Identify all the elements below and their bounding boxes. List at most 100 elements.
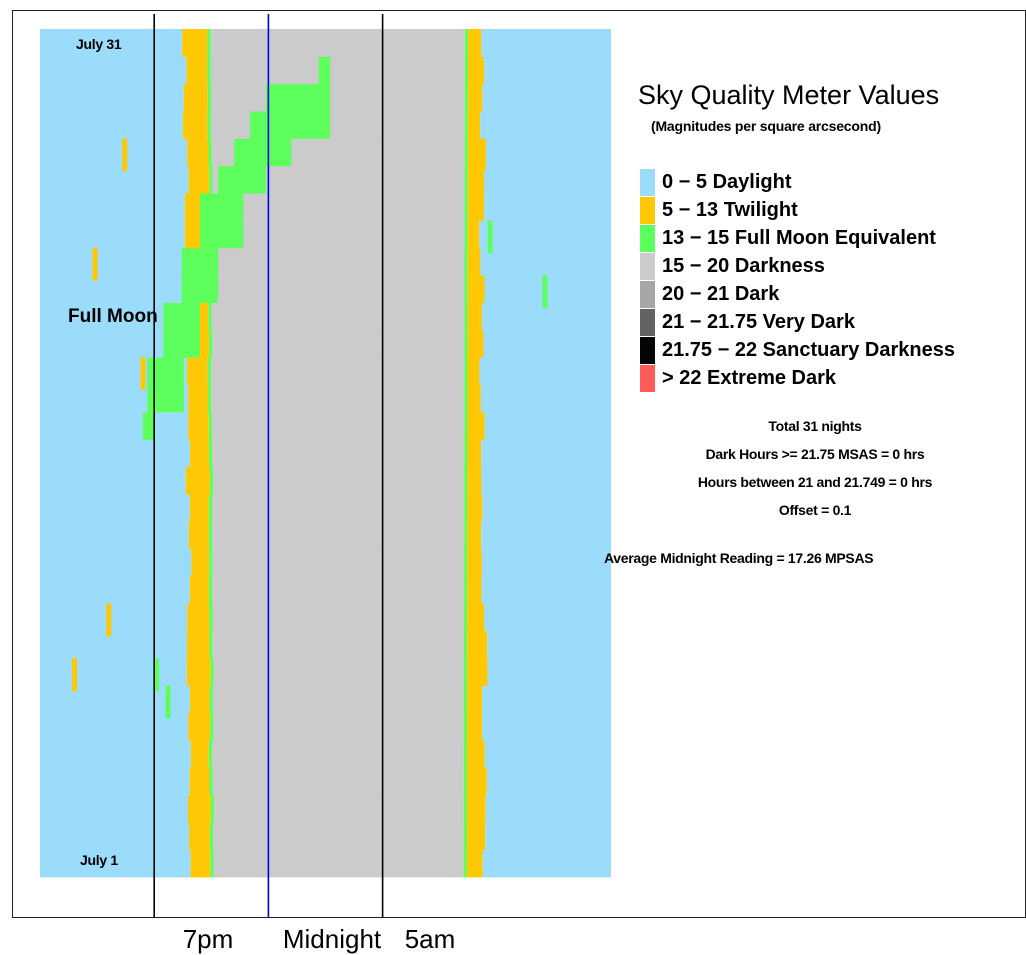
moon-equivalent-cell — [209, 685, 213, 714]
twilight-cell — [467, 685, 483, 714]
daylight-cell — [484, 411, 611, 440]
date-label-top: July 31 — [76, 36, 122, 52]
moon-equivalent-cell — [464, 521, 468, 550]
daylight-cell — [40, 247, 187, 276]
darkness-cell — [210, 29, 465, 57]
twilight-cell — [190, 849, 211, 878]
twilight-cell — [466, 767, 487, 796]
darkness-cell — [211, 247, 465, 276]
twilight-cell — [467, 165, 485, 194]
moon-equivalent-cell — [208, 384, 212, 413]
twilight-cell — [187, 603, 210, 632]
moon-equivalent-cell — [147, 384, 184, 413]
darkness-cell — [212, 439, 465, 468]
moon-equivalent-cell — [209, 767, 213, 796]
daylight-cell — [484, 603, 611, 632]
moon-equivalent-cell — [464, 494, 468, 522]
moon-equivalent-cell — [207, 56, 211, 85]
twilight-cell — [467, 411, 485, 440]
legend-label: 5 − 13 Twilight — [662, 198, 798, 221]
daylight-cell — [484, 275, 611, 303]
daylight-cell — [40, 767, 190, 796]
daylight-cell — [482, 849, 611, 878]
moon-equivalent-cell — [463, 822, 467, 851]
daylight-cell — [484, 193, 611, 221]
legend-label: 0 − 5 Daylight — [662, 170, 792, 193]
legend-swatch — [640, 308, 655, 336]
twilight-cell — [467, 275, 485, 303]
x-tick-label-7pm: 7pm — [182, 924, 234, 954]
daylight-cell — [483, 329, 611, 358]
legend-item-very-dark: 21 − 21.75 Very Dark — [640, 308, 955, 336]
twilight-cell — [189, 576, 209, 604]
moon-equivalent-cell — [464, 83, 468, 112]
daylight-cell — [40, 576, 190, 604]
moon-equivalent-cell — [199, 220, 244, 249]
legend-label: 20 − 21 Dark — [662, 282, 780, 305]
moon-equivalent-cell — [234, 138, 292, 167]
moon-equivalent-cell — [464, 29, 469, 57]
moon-equivalent-cell — [218, 165, 267, 194]
moon-equivalent-cell — [208, 494, 213, 522]
twilight-cell — [467, 220, 480, 249]
darkness-cell — [211, 384, 465, 413]
legend-label: 13 − 15 Full Moon Equivalent — [662, 226, 936, 249]
stat-offset: Offset = 0.1 — [778, 502, 852, 518]
darkness-cell — [212, 603, 465, 632]
moon-equivalent-cell — [208, 439, 213, 468]
moon-equivalent-cell — [142, 411, 155, 440]
daylight-cell — [484, 165, 611, 194]
stat-dark-hours: Dark Hours >= 21.75 MSAS = 0 hrs — [705, 446, 925, 462]
moon-equivalent-cell — [163, 329, 200, 358]
moon-equivalent-cell — [209, 630, 213, 659]
twilight-cell — [468, 29, 482, 57]
darkness-cell — [210, 56, 465, 85]
twilight-cell — [186, 658, 211, 686]
moon-equivalent-cell — [154, 658, 160, 691]
moon-equivalent-cell — [250, 111, 331, 139]
moon-equivalent-cell — [487, 220, 493, 254]
moon-equivalent-cell — [209, 822, 214, 851]
twilight-cell — [122, 138, 128, 172]
twilight-cell — [467, 56, 485, 85]
moon-equivalent-cell — [464, 548, 468, 577]
moon-equivalent-cell — [463, 685, 468, 714]
moon-equivalent-cell — [163, 302, 200, 331]
daylight-cell — [482, 712, 611, 741]
legend-swatch — [640, 196, 655, 224]
daylight-cell — [479, 357, 611, 386]
moon-equivalent-cell — [210, 466, 214, 495]
moon-equivalent-cell — [207, 111, 211, 139]
darkness-cell — [213, 712, 464, 741]
daylight-cell — [40, 712, 189, 741]
legend-swatch — [640, 252, 655, 280]
twilight-cell — [467, 302, 482, 331]
twilight-cell — [467, 658, 488, 686]
twilight-cell — [71, 658, 77, 691]
stat-hours-between: Hours between 21 and 21.749 = 0 hrs — [697, 474, 933, 490]
darkness-cell — [210, 111, 465, 139]
twilight-cell — [106, 603, 112, 637]
moon-equivalent-cell — [464, 138, 468, 167]
twilight-cell — [467, 521, 482, 550]
moon-equivalent-cell — [207, 83, 211, 112]
full-moon-annotation: Full Moon — [68, 306, 158, 327]
twilight-cell — [92, 247, 98, 281]
darkness-cell — [211, 411, 465, 440]
x-tick-label-midnight: Midnight — [282, 924, 382, 954]
moon-equivalent-cell — [209, 603, 213, 632]
darkness-cell — [213, 466, 465, 495]
darkness-cell — [212, 630, 464, 659]
daylight-cell — [487, 630, 611, 659]
legend-item-dark: 20 − 21 Dark — [640, 280, 955, 308]
darkness-cell — [212, 548, 465, 577]
twilight-cell — [188, 712, 211, 741]
moon-equivalent-cell — [463, 849, 467, 878]
daylight-cell — [40, 439, 191, 468]
legend-label: > 22 Extreme Dark — [662, 366, 837, 389]
chart-subtitle: (Magnitudes per square arcsecond) — [651, 118, 881, 134]
moon-equivalent-cell — [464, 220, 468, 249]
daylight-cell — [40, 83, 184, 112]
daylight-cell — [40, 275, 187, 303]
moon-equivalent-cell — [208, 138, 212, 167]
